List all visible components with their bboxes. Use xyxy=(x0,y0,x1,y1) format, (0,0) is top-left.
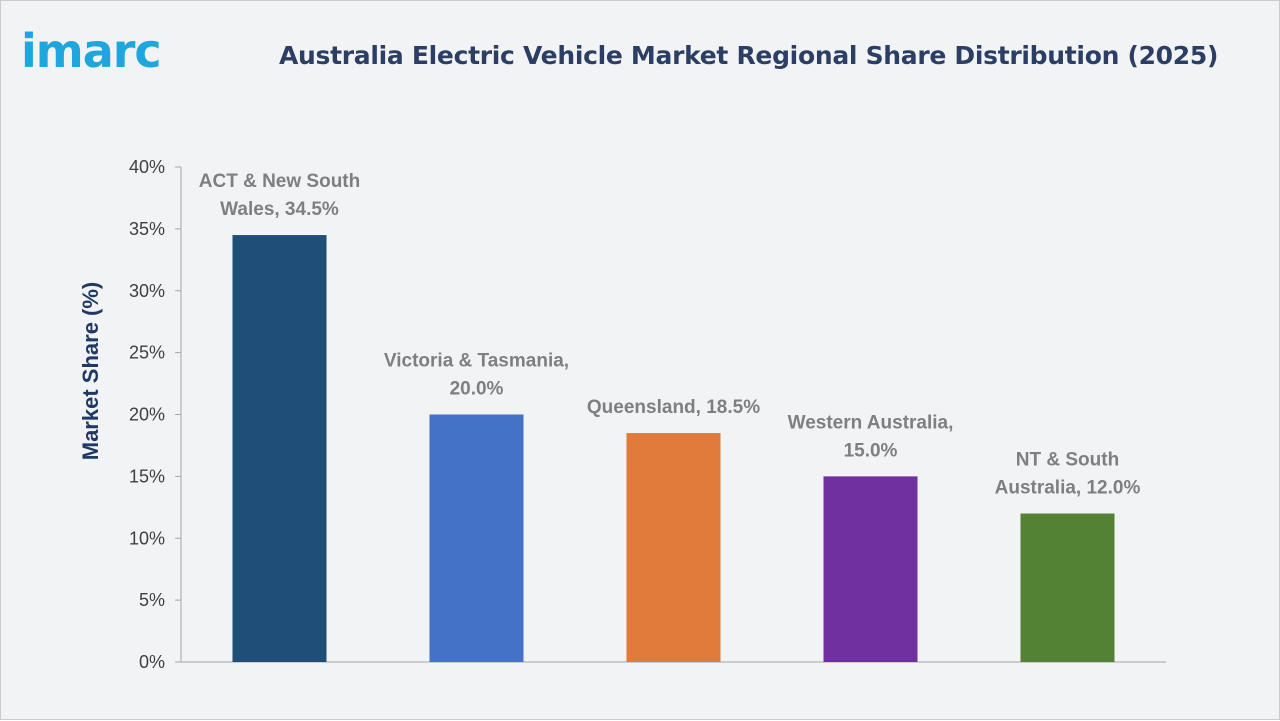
bar xyxy=(1020,513,1115,662)
bar xyxy=(232,235,327,662)
data-label: Wales, 34.5% xyxy=(220,199,339,220)
bar xyxy=(626,433,721,662)
y-axis-label: Market Share (%) xyxy=(78,282,103,461)
logo-text: imarc xyxy=(21,24,162,78)
y-tick-label: 40% xyxy=(129,157,165,177)
data-label: 15.0% xyxy=(844,440,898,461)
data-label: Queensland, 18.5% xyxy=(587,397,760,418)
y-tick-label: 25% xyxy=(129,343,165,363)
bar xyxy=(429,414,524,662)
y-tick-label: 35% xyxy=(129,219,165,239)
y-tick-label: 10% xyxy=(129,528,165,548)
data-label: NT & South xyxy=(1016,450,1119,471)
imarc-logo: imarc xyxy=(21,23,211,79)
data-label: Australia, 12.0% xyxy=(995,478,1141,499)
data-label: Western Australia, xyxy=(788,412,954,433)
data-label: 20.0% xyxy=(450,379,504,400)
y-tick-label: 5% xyxy=(139,590,165,610)
bar xyxy=(823,476,918,662)
y-tick-label: 15% xyxy=(129,466,165,486)
y-tick-label: 20% xyxy=(129,405,165,425)
y-tick-label: 0% xyxy=(139,652,165,672)
data-label: Victoria & Tasmania, xyxy=(384,351,569,372)
data-label: ACT & New South xyxy=(199,171,361,192)
y-tick-label: 30% xyxy=(129,281,165,301)
chart-title: Australia Electric Vehicle Market Region… xyxy=(279,41,1219,70)
